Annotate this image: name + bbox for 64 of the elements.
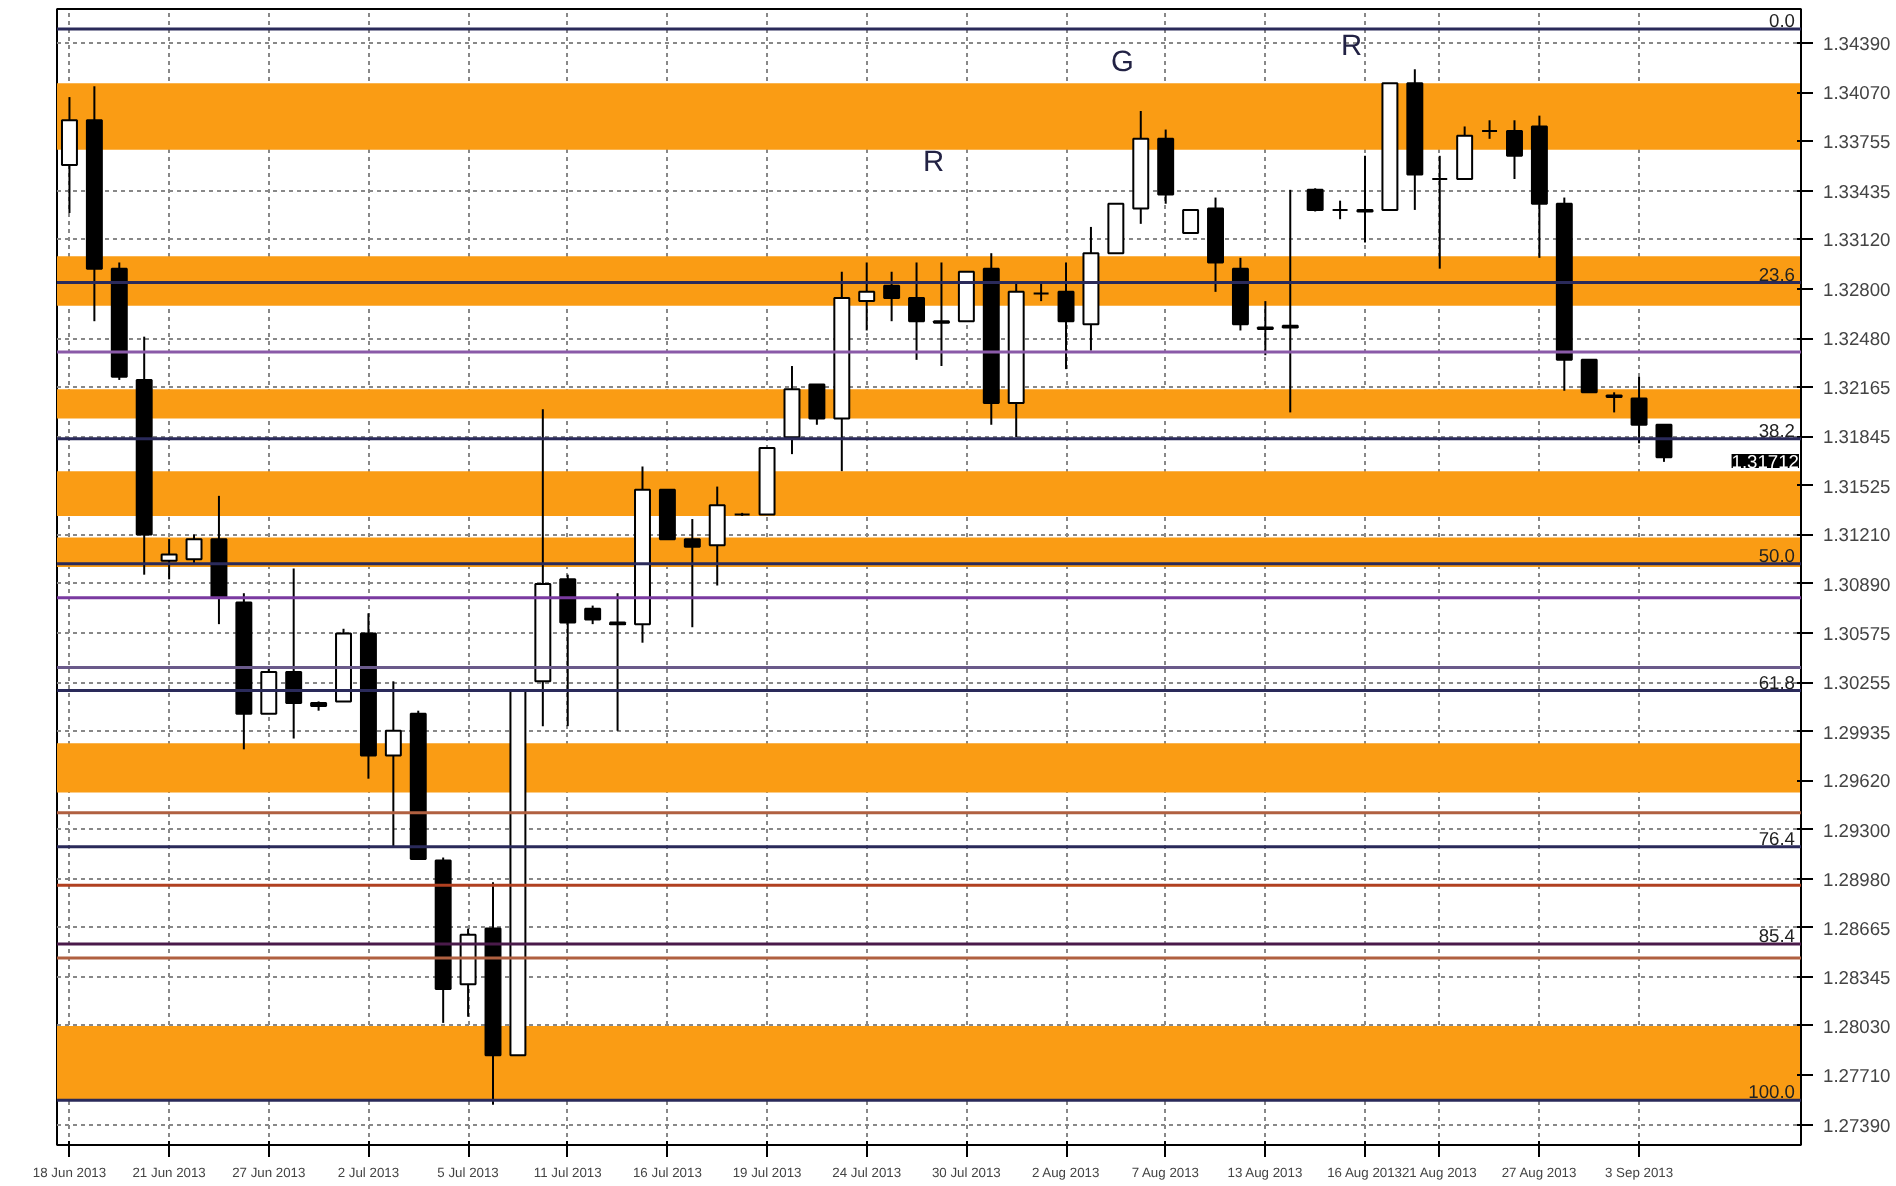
candlestick: [185, 533, 203, 565]
candlestick: [1655, 423, 1673, 463]
candlestick: [1431, 154, 1449, 270]
y-tick-label: 1.31210: [1823, 525, 1891, 546]
annotation: R: [1341, 31, 1363, 63]
candlestick: [808, 383, 826, 426]
annotation: G: [1111, 47, 1134, 79]
y-tick-label: 1.34070: [1823, 83, 1891, 104]
y-tick-label: 1.32800: [1823, 279, 1891, 300]
annotation: 85.4: [1758, 926, 1795, 947]
candlestick: [708, 485, 726, 587]
y-tick-label: 1.29620: [1823, 771, 1891, 792]
annotation: 38.2: [1758, 420, 1795, 441]
y-tick-label: 1.29300: [1823, 820, 1891, 841]
annotation: 1.31712: [1731, 452, 1800, 472]
candlestick: [908, 261, 926, 361]
y-tick-label: 1.33755: [1823, 132, 1891, 153]
candlestick: [384, 680, 402, 848]
candlestick: [1580, 358, 1598, 394]
annotation: 61.8: [1758, 672, 1795, 693]
candlestick: [559, 573, 577, 728]
y-tick-label: 1.27710: [1823, 1066, 1891, 1087]
y-tick-label: 1.33120: [1823, 230, 1891, 251]
annotation: R: [923, 147, 945, 179]
y-tick-label: 1.32165: [1823, 377, 1891, 398]
y-tick-label: 1.28980: [1823, 870, 1891, 891]
y-tick-label: 1.28345: [1823, 968, 1891, 989]
y-tick-label: 1.33435: [1823, 181, 1891, 202]
y-tick-label: 1.27390: [1823, 1115, 1891, 1136]
annotation: 100.0: [1748, 1082, 1795, 1103]
y-tick-label: 1.29935: [1823, 722, 1891, 743]
y-tick-label: 1.28665: [1823, 918, 1891, 939]
annotation: 0.0: [1769, 11, 1795, 32]
candlestick: [1256, 300, 1274, 357]
candlestick: [1057, 261, 1075, 371]
candlestick: [932, 261, 950, 368]
y-tick-label: 1.30575: [1823, 623, 1891, 644]
y-tick-label: 1.32480: [1823, 329, 1891, 350]
annotation: 23.6: [1758, 264, 1795, 285]
candlestick: [609, 592, 627, 732]
candlestick: [783, 365, 801, 456]
candlestick: [1481, 119, 1499, 140]
candlestick: [285, 567, 303, 740]
y-tick-label: 1.30890: [1823, 574, 1891, 595]
candlestick: [584, 604, 602, 626]
candlestick: [1605, 391, 1623, 414]
candlestick: [1331, 199, 1349, 221]
y-tick-label: 1.31845: [1823, 427, 1891, 448]
y-tick-label: 1.28030: [1823, 1016, 1891, 1037]
y-tick-label: 1.31525: [1823, 476, 1891, 497]
candlestick: [683, 518, 701, 629]
candlestick: [1456, 125, 1474, 181]
candlestick: [260, 666, 278, 715]
annotation: 50.0: [1758, 545, 1795, 566]
candlestick: [1506, 119, 1523, 181]
candlestick: [883, 270, 901, 323]
annotation: 76.4: [1758, 828, 1795, 849]
candlestick: [858, 261, 876, 332]
candlestick: [160, 538, 178, 581]
candlestick: [1182, 208, 1200, 235]
y-tick-label: 1.30255: [1823, 673, 1891, 694]
candlestick: [1032, 281, 1050, 303]
candlestick: [1630, 375, 1648, 445]
y-tick-label: 1.34390: [1823, 34, 1891, 54]
